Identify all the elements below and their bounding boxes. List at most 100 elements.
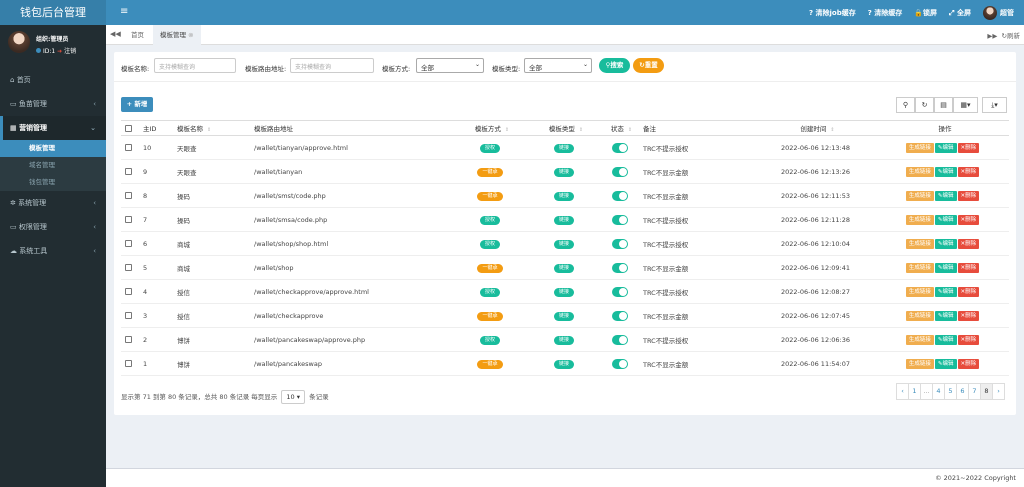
row-checkbox[interactable]: [121, 135, 139, 160]
export-dropdown-icon[interactable]: ⤓▾: [982, 97, 1007, 113]
search-toggle-icon[interactable]: ⚲: [896, 97, 915, 113]
header-name[interactable]: 模板名称 ⇕: [173, 120, 250, 136]
lock-screen-button[interactable]: 🔒锁屏: [914, 8, 937, 18]
fullscreen-button[interactable]: ⤢ 全屏: [949, 8, 971, 18]
status-toggle[interactable]: [611, 190, 628, 201]
select-all-checkbox[interactable]: [121, 120, 139, 136]
status-toggle[interactable]: [611, 310, 628, 321]
edit-button[interactable]: ✎编辑: [934, 262, 957, 273]
row-checkbox[interactable]: [121, 159, 139, 184]
generate-link-button[interactable]: 生成链接: [905, 262, 934, 273]
table-row[interactable]: 8 操码/wallet/smst/code.php 一键承 链接 TRC不显示金额 202…: [121, 183, 1009, 208]
sidebar-item-home[interactable]: ⌂ 首页: [0, 68, 106, 92]
header-status[interactable]: 状态 ⇕: [600, 120, 639, 136]
edit-button[interactable]: ✎编辑: [934, 358, 957, 369]
delete-button[interactable]: ✕删除: [957, 358, 980, 369]
delete-button[interactable]: ✕删除: [957, 238, 980, 249]
delete-button[interactable]: ✕删除: [957, 190, 980, 201]
table-row[interactable]: 4 授信/wallet/checkapprove/approve.html 授权 链接…: [121, 279, 1009, 304]
refresh-tab-button[interactable]: 刷新: [1007, 32, 1020, 40]
delete-button[interactable]: ✕删除: [957, 310, 980, 321]
app-logo[interactable]: 钱包后台管理: [0, 0, 106, 25]
type-filter-select[interactable]: 全部 ⌄: [524, 58, 592, 73]
user-menu[interactable]: 超管: [983, 5, 1014, 20]
scroll-right-icon[interactable]: ▶▶: [987, 32, 998, 40]
menu-toggle-icon[interactable]: ≡: [120, 6, 129, 17]
search-button[interactable]: ⚲搜索: [599, 58, 630, 73]
close-tab-icon[interactable]: ⊗: [188, 31, 194, 39]
table-row[interactable]: 9 天眼查/wallet/tianyan 一键承 链接 TRC不显示金额 2022-06-…: [121, 159, 1009, 184]
table-row[interactable]: 10 天眼查/wallet/tianyan/approve.html 授权 链接 TRC…: [121, 135, 1009, 160]
page-item[interactable]: 4: [932, 383, 945, 400]
status-toggle[interactable]: [611, 286, 628, 297]
generate-link-button[interactable]: 生成链接: [905, 190, 934, 201]
edit-button[interactable]: ✎编辑: [934, 214, 957, 225]
reset-button[interactable]: ↻重置: [633, 58, 664, 73]
table-row[interactable]: 5 商城/wallet/shop 一键承 链接 TRC不显示金额 2022-06-06 1…: [121, 255, 1009, 280]
row-checkbox[interactable]: [121, 255, 139, 280]
generate-link-button[interactable]: 生成链接: [905, 166, 934, 177]
sidebar-item-system[interactable]: ✲ 系统管理 ‹: [0, 191, 106, 215]
generate-link-button[interactable]: 生成链接: [905, 334, 934, 345]
edit-button[interactable]: ✎编辑: [934, 238, 957, 249]
status-toggle[interactable]: [611, 238, 628, 249]
page-size-select[interactable]: 10 ▾: [281, 390, 305, 404]
card-view-icon[interactable]: ▤: [934, 97, 953, 113]
generate-link-button[interactable]: 生成链接: [905, 310, 934, 321]
page-item[interactable]: 7: [968, 383, 981, 400]
generate-link-button[interactable]: 生成链接: [905, 358, 934, 369]
scroll-left-icon[interactable]: ◀◀: [110, 30, 121, 38]
generate-link-button[interactable]: 生成链接: [905, 238, 934, 249]
row-checkbox[interactable]: [121, 303, 139, 328]
refresh-icon[interactable]: ↻: [915, 97, 934, 113]
tab-template-manage[interactable]: 模板管理 ⊗: [153, 25, 201, 45]
status-toggle[interactable]: [611, 214, 628, 225]
table-row[interactable]: 1 博饼/wallet/pancakeswap 一键承 链接 TRC不显示金额 2022-…: [121, 351, 1009, 376]
edit-button[interactable]: ✎编辑: [934, 142, 957, 153]
row-checkbox[interactable]: [121, 207, 139, 232]
row-checkbox[interactable]: [121, 183, 139, 208]
sidebar-item-fish[interactable]: ▭ 鱼苗管理 ‹: [0, 92, 106, 116]
delete-button[interactable]: ✕删除: [957, 334, 980, 345]
sidebar-item-permission[interactable]: ▭ 权限管理 ‹: [0, 215, 106, 239]
generate-link-button[interactable]: 生成链接: [905, 214, 934, 225]
sidebar-item-marketing[interactable]: ▦ 营销管理 ⌄: [0, 116, 106, 140]
status-toggle[interactable]: [611, 358, 628, 369]
table-row[interactable]: 7 操码/wallet/smsa/code.php 授权 链接 TRC不提示授权 2022…: [121, 207, 1009, 232]
table-row[interactable]: 6 商城/wallet/shop/shop.html 授权 链接 TRC不提示授权 202…: [121, 231, 1009, 256]
status-toggle[interactable]: [611, 262, 628, 273]
name-filter-input[interactable]: 支持模糊查询: [154, 58, 236, 73]
delete-button[interactable]: ✕删除: [957, 142, 980, 153]
edit-button[interactable]: ✎编辑: [934, 334, 957, 345]
header-route[interactable]: 模板路由地址: [250, 120, 452, 136]
delete-button[interactable]: ✕删除: [957, 262, 980, 273]
status-toggle[interactable]: [611, 142, 628, 153]
columns-dropdown-icon[interactable]: ▦▾: [953, 97, 978, 113]
generate-link-button[interactable]: 生成链接: [905, 142, 934, 153]
add-button[interactable]: + 新增: [121, 97, 153, 112]
route-filter-input[interactable]: 支持模糊查询: [290, 58, 374, 73]
table-row[interactable]: 2 博饼/wallet/pancakeswap/approve.php 授权 链接 TR…: [121, 327, 1009, 352]
header-method[interactable]: 模板方式 ⇕: [452, 120, 528, 136]
logout-link[interactable]: 注销: [64, 48, 77, 55]
status-toggle[interactable]: [611, 166, 628, 177]
header-type[interactable]: 模板类型 ⇕: [528, 120, 600, 136]
tab-home[interactable]: 首页: [131, 31, 144, 39]
method-filter-select[interactable]: 全部 ⌄: [416, 58, 484, 73]
delete-button[interactable]: ✕删除: [957, 214, 980, 225]
delete-button[interactable]: ✕删除: [957, 286, 980, 297]
sidebar-item-tools[interactable]: ☁ 系统工具 ‹: [0, 239, 106, 263]
sidebar-subitem-wallet[interactable]: 钱包管理: [29, 178, 55, 186]
edit-button[interactable]: ✎编辑: [934, 286, 957, 297]
row-checkbox[interactable]: [121, 327, 139, 352]
clear-job-cache-button[interactable]: ? 清除job缓存: [809, 8, 856, 18]
clear-cache-button[interactable]: ? 清除缓存: [868, 8, 903, 18]
row-checkbox[interactable]: [121, 351, 139, 376]
edit-button[interactable]: ✎编辑: [934, 310, 957, 321]
edit-button[interactable]: ✎编辑: [934, 166, 957, 177]
status-toggle[interactable]: [611, 334, 628, 345]
sidebar-subitem-template[interactable]: 模板管理: [0, 140, 106, 157]
sidebar-subitem-domain[interactable]: 域名管理: [29, 161, 55, 169]
row-checkbox[interactable]: [121, 279, 139, 304]
header-id[interactable]: 主ID: [139, 120, 173, 136]
